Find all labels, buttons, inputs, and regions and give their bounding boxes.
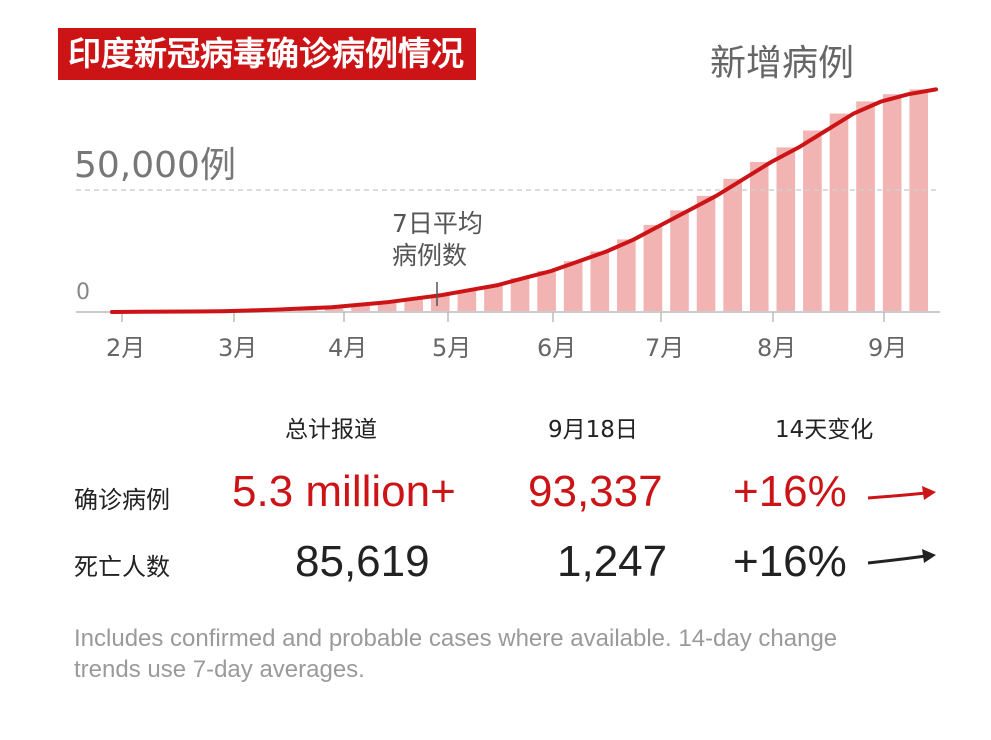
header-total-reported: 总计报道 [285,417,377,443]
x-ticks [121,312,885,322]
x-tick-label: 4月 [328,334,368,362]
header-14day-change: 14天变化 [775,417,874,443]
daily-case-bar [484,285,503,312]
y-tick-label-50000: 50,000例 [74,145,236,186]
daily-case-bar [909,89,929,312]
footnote: Includes confirmed and probable cases wh… [74,625,838,683]
deaths-day-value: 1,247 [557,537,668,586]
seven-day-average-line [110,87,938,314]
x-tick-label: 9月 [868,334,908,362]
daily-case-bar [856,101,875,313]
daily-case-bar [723,178,742,312]
chart-title-banner: 印度新冠病毒确诊病例情况 [58,28,476,80]
daily-case-bar [377,302,397,312]
x-tick-label: 6月 [537,334,577,362]
x-tick-label: 3月 [218,334,258,362]
y-tick-label-0: 0 [76,280,90,305]
cases-total-value: 5.3 million+ [232,467,456,516]
daily-bars [138,89,929,313]
daily-case-bar [749,161,769,312]
x-tick-label: 8月 [757,334,797,362]
cases-trend-arrow-icon [867,486,936,500]
daily-case-bar [590,251,610,312]
daily-case-bar [882,94,902,312]
daily-case-bar [829,113,849,312]
page-title: 印度新冠病毒确诊病例情况 [68,34,464,73]
daily-case-bar [670,210,689,312]
daily-case-bar [430,295,450,312]
deaths-trend-arrow-icon [867,549,936,565]
x-tick-label: 5月 [432,334,472,362]
deaths-total-value: 85,619 [295,537,430,586]
row-label-deaths: 死亡人数 [74,553,170,581]
daily-case-bar [510,278,530,312]
daily-case-bar [617,239,636,312]
daily-case-bar [351,304,370,312]
cases-change-value: +16% [733,467,847,516]
daily-case-bar [457,290,477,312]
daily-case-bar [803,130,822,312]
x-tick-label: 2月 [106,334,146,362]
daily-case-bar [537,270,556,312]
x-tick-label: 7月 [645,334,685,362]
chart-subtitle-new-cases: 新增病例 [710,34,859,86]
header-date: 9月18日 [548,417,638,443]
daily-case-bar [643,224,663,312]
deaths-change-value: +16% [733,537,847,586]
row-label-cases: 确诊病例 [74,486,170,514]
daily-case-bar [776,147,796,312]
daily-case-bar [404,298,423,312]
daily-case-bar [563,261,583,312]
annotation-7day-average: 7日平均 病例数 [392,208,483,272]
daily-case-bar [696,195,716,312]
cases-chart [76,87,940,322]
daily-case-bar [324,307,344,312]
cases-day-value: 93,337 [528,467,663,516]
